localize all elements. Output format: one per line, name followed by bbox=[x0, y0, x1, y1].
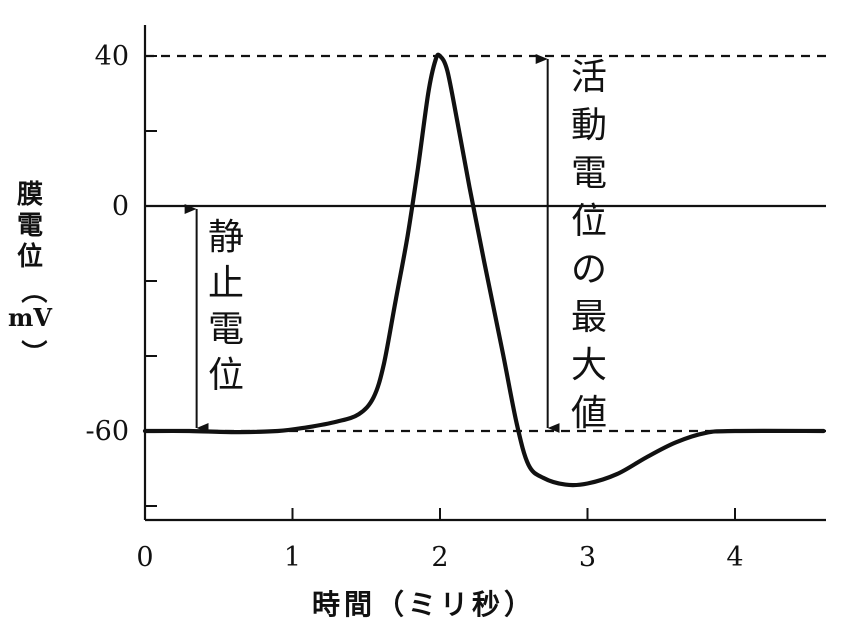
action-potential-max-label-char: 活 bbox=[570, 57, 607, 98]
action-potential-max-label-char: 大 bbox=[570, 345, 607, 386]
y-axis-label-char: 位 bbox=[16, 242, 43, 272]
x-tick-label: 4 bbox=[726, 542, 743, 573]
y-tick-label: 40 bbox=[95, 41, 129, 72]
x-tick-label: 0 bbox=[136, 542, 153, 573]
action-potential-max-label-char: 動 bbox=[570, 105, 607, 146]
resting-potential-label-char: 電 bbox=[207, 309, 244, 350]
y-axis-label-char: 膜 bbox=[16, 180, 43, 210]
y-axis-label-char: （ bbox=[17, 277, 48, 304]
x-axis-label: 時間（ミリ秒） bbox=[311, 588, 536, 621]
y-tick-label: 0 bbox=[112, 191, 129, 222]
x-tick-label: 2 bbox=[431, 542, 448, 573]
resting-potential-label: 静 止 電 位 bbox=[203, 220, 249, 404]
resting-potential-label-char: 静 bbox=[207, 217, 244, 258]
resting-potential-label-char: 位 bbox=[207, 355, 244, 396]
y-tick-label: -60 bbox=[86, 416, 129, 447]
membrane-potential-curve bbox=[142, 52, 826, 488]
x-tick-label: 3 bbox=[579, 542, 596, 573]
action-potential-max-label-char: 値 bbox=[570, 393, 607, 434]
resting-potential-label-char: 止 bbox=[207, 263, 244, 304]
y-axis-label-char: 電 bbox=[16, 211, 43, 241]
y-axis-label-char: ） bbox=[17, 339, 48, 366]
x-tick-label: 1 bbox=[284, 542, 301, 573]
action-potential-max-label-char: 位 bbox=[570, 201, 607, 242]
action-potential-max-label-char: 最 bbox=[570, 297, 607, 338]
action-potential-max-label: 活 動 電 位 の 最 大 値 bbox=[566, 60, 612, 444]
y-axis-label-unit: mV bbox=[8, 303, 53, 332]
action-potential-max-label-char: の bbox=[570, 249, 607, 290]
y-axis-label: 膜 電 位 （ mV ） bbox=[8, 180, 53, 368]
action-potential-max-label-char: 電 bbox=[570, 153, 607, 194]
